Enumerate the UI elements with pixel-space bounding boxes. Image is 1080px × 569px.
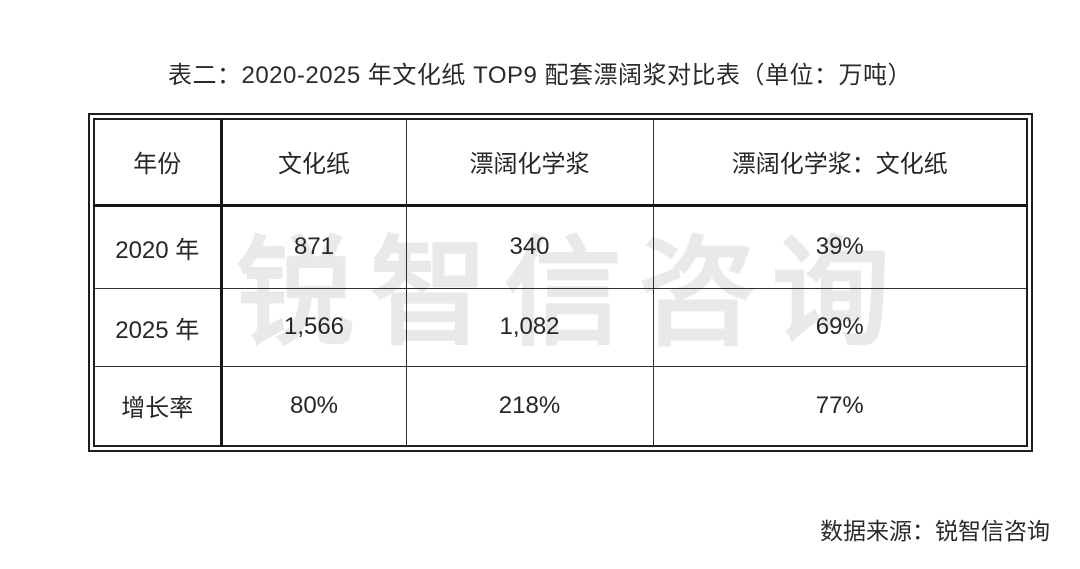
column-header-bleached-pulp: 漂阔化学浆: [405, 118, 654, 207]
column-header-ratio: 漂阔化学浆：文化纸: [652, 118, 1028, 207]
table-caption: 表二：2020-2025 年文化纸 TOP9 配套漂阔浆对比表（单位：万吨）: [167, 62, 913, 89]
table-cell: 871: [220, 204, 407, 289]
table-row-2025: 2025 年 1,566 1,082 69%: [93, 287, 1028, 367]
table-row-growth: 增长率 80% 218% 77%: [93, 365, 1028, 447]
table-row-2020: 2020 年 871 340 39%: [93, 204, 1028, 289]
header-row: 年份 文化纸 漂阔化学浆 漂阔化学浆：文化纸: [93, 118, 1028, 207]
comparison-table: 年份 文化纸 漂阔化学浆 漂阔化学浆：文化纸 2020 年 871 340 39…: [93, 118, 1028, 447]
data-source-note: 数据来源：锐智信咨询: [820, 518, 1050, 544]
column-header-year: 年份: [93, 118, 223, 207]
table-cell: 80%: [220, 365, 407, 447]
table-outer-frame: 年份 文化纸 漂阔化学浆 漂阔化学浆：文化纸 2020 年 871 340 39…: [88, 113, 1033, 452]
table-cell: 39%: [652, 204, 1028, 289]
table-cell: 77%: [652, 365, 1028, 447]
row-label: 2020 年: [93, 204, 223, 289]
table-zone: 锐智信咨询 年份 文化纸 漂阔化学浆 漂阔化学浆：文化纸: [88, 113, 1033, 452]
column-header-culture-paper: 文化纸: [220, 118, 407, 207]
table-cell: 340: [405, 204, 654, 289]
row-label: 增长率: [93, 365, 223, 447]
table-cell: 218%: [405, 365, 654, 447]
table-cell: 1,082: [405, 287, 654, 367]
table-cell: 1,566: [220, 287, 407, 367]
table-cell: 69%: [652, 287, 1028, 367]
row-label: 2025 年: [93, 287, 223, 367]
